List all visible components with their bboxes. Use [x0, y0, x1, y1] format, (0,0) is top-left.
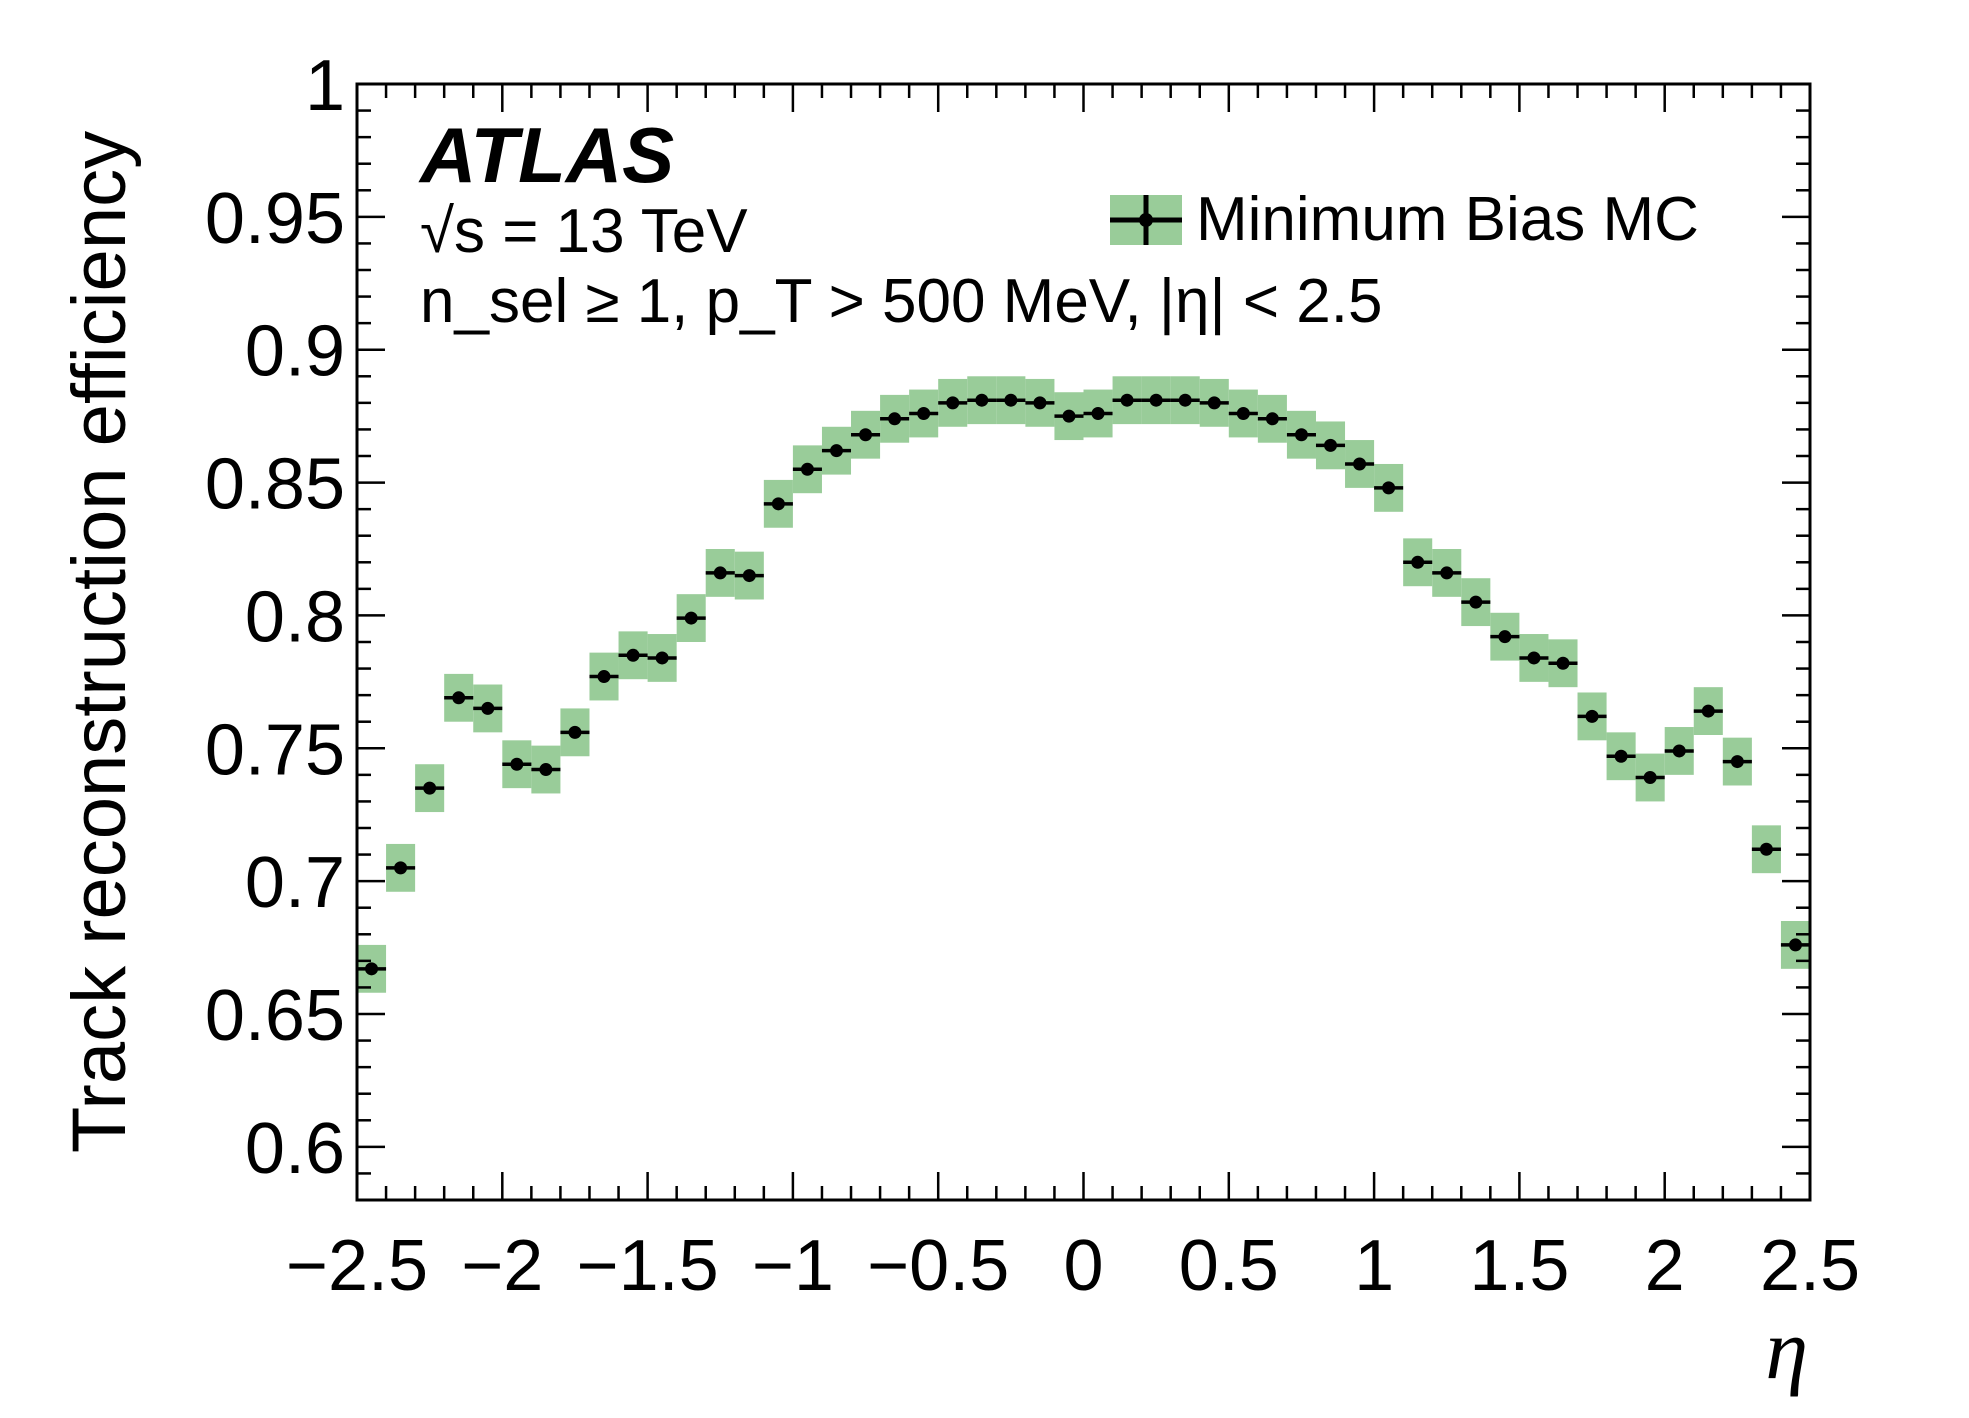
data-point — [1324, 438, 1338, 452]
x-tick-label: 2 — [1645, 1226, 1685, 1306]
data-point — [539, 763, 553, 777]
y-axis-label: Track reconstruction efficiency — [57, 131, 142, 1153]
data-point — [655, 651, 669, 665]
data-point — [1062, 409, 1076, 423]
y-tick-label: 0.65 — [205, 976, 345, 1056]
data-point — [1556, 656, 1570, 670]
legend-label: Minimum Bias MC — [1196, 185, 1699, 254]
data-point — [713, 566, 727, 580]
data-point — [829, 444, 843, 458]
data-point — [1643, 771, 1657, 785]
x-tick-label: −1 — [752, 1226, 834, 1306]
axis-ticks — [355, 82, 1812, 1202]
x-tick-label: −2 — [461, 1226, 543, 1306]
atlas-label: ATLAS — [418, 111, 674, 199]
y-tick-label: 0.6 — [245, 1109, 345, 1189]
legend-marker-dot — [1139, 213, 1153, 227]
data-point — [394, 861, 408, 875]
y-tick-label: 0.9 — [245, 312, 345, 392]
y-tick-label: 1 — [305, 46, 345, 126]
data-point — [510, 757, 524, 771]
x-tick-label: 1 — [1354, 1226, 1394, 1306]
data-point — [597, 670, 611, 684]
energy-label: √s = 13 TeV — [420, 197, 748, 266]
data-point — [1498, 630, 1512, 644]
data-point — [1207, 396, 1221, 410]
data-point — [1788, 938, 1802, 952]
data-point — [1730, 755, 1744, 769]
data-point — [1672, 744, 1686, 758]
data-point — [1120, 393, 1134, 407]
data-point — [1440, 566, 1454, 580]
data-point — [365, 962, 379, 976]
y-tick-label: 0.8 — [245, 577, 345, 657]
data-point — [1033, 396, 1047, 410]
data-point — [1236, 406, 1250, 420]
data-point — [1759, 842, 1773, 856]
data-point — [859, 428, 873, 442]
data-point — [1091, 406, 1105, 420]
data-point — [888, 412, 902, 426]
data-point — [946, 396, 960, 410]
data-point — [481, 701, 495, 715]
x-tick-label: 0 — [1063, 1226, 1103, 1306]
data-point — [568, 725, 582, 739]
data-point — [452, 691, 466, 705]
legend: Minimum Bias MC — [1110, 185, 1699, 254]
y-tick-label: 0.75 — [205, 710, 345, 790]
data-point — [1004, 393, 1018, 407]
data-point — [1701, 704, 1715, 718]
data-point — [800, 462, 814, 476]
data-point — [1265, 412, 1279, 426]
y-tick-label: 0.95 — [205, 179, 345, 259]
data-markers — [357, 393, 1810, 976]
x-tick-label: 2.5 — [1760, 1226, 1860, 1306]
data-point — [626, 648, 640, 662]
y-tick-labels: 0.6 0.65 0.7 0.75 0.8 0.85 0.9 0.95 1 — [205, 46, 345, 1189]
data-point — [771, 497, 785, 511]
data-point — [917, 406, 931, 420]
data-point — [1353, 457, 1367, 471]
data-point — [1294, 428, 1308, 442]
data-point — [975, 393, 989, 407]
selection-label: n_sel ≥ 1, p_T > 500 MeV, |η| < 2.5 — [420, 267, 1382, 336]
data-point — [684, 611, 698, 625]
data-point — [1149, 393, 1163, 407]
x-tick-label: −0.5 — [867, 1226, 1009, 1306]
data-point — [742, 569, 756, 583]
data-point — [1585, 709, 1599, 723]
data-point — [1527, 651, 1541, 665]
y-tick-label: 0.85 — [205, 445, 345, 525]
x-tick-labels: −2.5 −2 −1.5 −1 −0.5 0 0.5 1 1.5 2 2.5 — [286, 1226, 1860, 1306]
data-point — [1178, 393, 1192, 407]
data-point — [1382, 481, 1396, 495]
data-point — [423, 781, 437, 795]
y-tick-label: 0.7 — [245, 843, 345, 923]
x-tick-label: −2.5 — [286, 1226, 428, 1306]
x-tick-label: −1.5 — [577, 1226, 719, 1306]
x-axis-label: η — [1765, 1301, 1808, 1397]
x-tick-label: 0.5 — [1179, 1226, 1279, 1306]
data-point — [1411, 555, 1425, 569]
x-tick-label: 1.5 — [1469, 1226, 1569, 1306]
data-point — [1614, 749, 1628, 763]
data-point — [1469, 595, 1483, 609]
